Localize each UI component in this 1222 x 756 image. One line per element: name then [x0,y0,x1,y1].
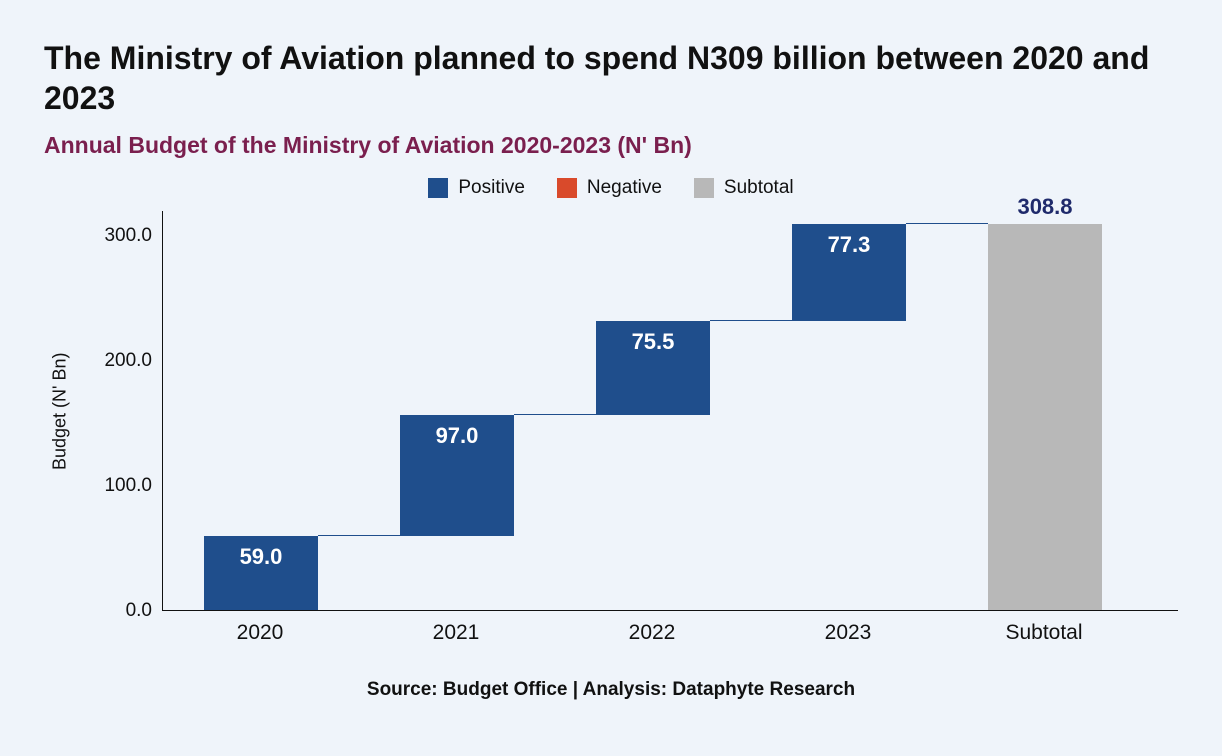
y-axis-ticks: 0.0100.0200.0300.0 [72,211,162,611]
legend-label-negative: Negative [587,177,662,199]
connector-line [906,223,988,224]
legend-swatch-subtotal [694,178,714,198]
bar-positive: 97.0 [400,415,514,536]
x-tick-label: 2020 [162,621,358,645]
bar-value-label: 59.0 [240,544,283,570]
plot-area: 59.0 97.0 75.5 77.3 308.8 [162,211,1178,611]
connector-line [514,414,596,415]
legend-item-subtotal: Subtotal [694,177,794,199]
bar-value-label: 77.3 [828,232,871,258]
bar-value-label: 97.0 [436,423,479,449]
x-tick-label: 2021 [358,621,554,645]
x-tick-label: 2022 [554,621,750,645]
legend: Positive Negative Subtotal [44,177,1178,199]
y-tick: 100.0 [104,475,152,497]
bar-value-label: 308.8 [1017,194,1072,220]
x-axis-labels: 2020202120222023Subtotal [162,621,1142,645]
bar-value-label: 75.5 [632,329,675,355]
bar-subtotal: 308.8 [988,224,1102,610]
legend-label-subtotal: Subtotal [724,177,794,199]
x-tick-label: 2023 [750,621,946,645]
y-tick: 300.0 [104,225,152,247]
legend-item-negative: Negative [557,177,662,199]
x-tick-label: Subtotal [946,621,1142,645]
y-tick: 200.0 [104,350,152,372]
legend-swatch-negative [557,178,577,198]
chart-title: The Ministry of Aviation planned to spen… [44,38,1178,118]
y-axis-label: Budget (N' Bn) [44,211,72,611]
connector-line [318,535,400,536]
source-line: Source: Budget Office | Analysis: Dataph… [44,679,1178,701]
bar-positive: 77.3 [792,224,906,321]
y-tick: 0.0 [126,600,152,622]
bar-positive: 59.0 [204,536,318,610]
chart-area: Budget (N' Bn) 0.0100.0200.0300.0 59.097… [44,211,1178,611]
legend-swatch-positive [428,178,448,198]
chart-subtitle: Annual Budget of the Ministry of Aviatio… [44,132,1178,159]
bar-positive: 75.5 [596,321,710,415]
legend-item-positive: Positive [428,177,525,199]
connector-line [710,320,792,321]
legend-label-positive: Positive [458,177,525,199]
